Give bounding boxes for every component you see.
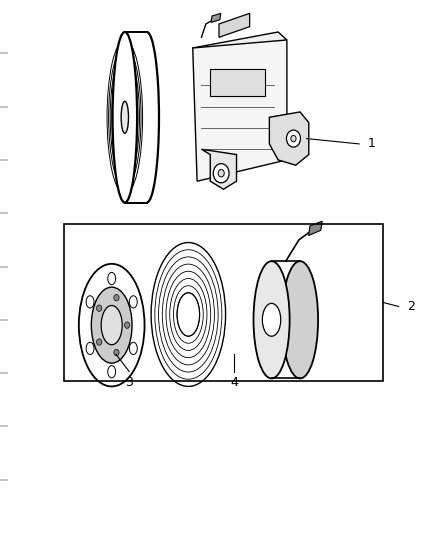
Text: 4: 4 — [230, 376, 238, 389]
Ellipse shape — [177, 293, 200, 336]
Ellipse shape — [262, 303, 281, 336]
Ellipse shape — [108, 272, 116, 285]
Polygon shape — [211, 13, 221, 22]
Ellipse shape — [177, 293, 200, 336]
Polygon shape — [269, 112, 309, 165]
Text: 3: 3 — [125, 376, 133, 389]
Ellipse shape — [129, 296, 137, 308]
Circle shape — [96, 339, 102, 345]
Text: 1: 1 — [368, 138, 376, 150]
Polygon shape — [193, 40, 287, 181]
Text: 2: 2 — [407, 300, 415, 313]
Ellipse shape — [282, 261, 318, 378]
Polygon shape — [219, 13, 250, 37]
Ellipse shape — [254, 261, 290, 378]
Ellipse shape — [86, 296, 94, 308]
Circle shape — [286, 130, 300, 147]
Ellipse shape — [91, 287, 132, 363]
Ellipse shape — [113, 32, 137, 203]
Polygon shape — [201, 149, 237, 189]
Bar — [64, 224, 383, 381]
Polygon shape — [308, 221, 322, 236]
Circle shape — [114, 349, 119, 356]
Circle shape — [114, 295, 119, 301]
Circle shape — [218, 169, 224, 177]
Ellipse shape — [101, 305, 122, 345]
Ellipse shape — [129, 342, 137, 354]
Ellipse shape — [121, 101, 128, 133]
Ellipse shape — [79, 264, 145, 386]
Circle shape — [124, 322, 130, 328]
Circle shape — [291, 135, 296, 142]
Polygon shape — [193, 32, 287, 56]
Ellipse shape — [86, 342, 94, 354]
Polygon shape — [210, 69, 265, 96]
Ellipse shape — [108, 366, 116, 378]
Circle shape — [96, 305, 102, 311]
Circle shape — [213, 164, 229, 183]
